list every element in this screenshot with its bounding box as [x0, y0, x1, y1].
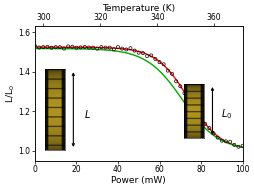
Point [99, 46, 103, 49]
Point [149, 54, 153, 57]
Point [41, 46, 45, 49]
Point [74, 46, 78, 49]
Point [62, 47, 66, 50]
Point [120, 47, 124, 50]
Point [178, 85, 182, 88]
Point [145, 55, 149, 58]
Point [91, 46, 95, 49]
Point [170, 72, 174, 75]
Point [54, 46, 58, 49]
Point [108, 46, 112, 49]
Point [66, 45, 70, 48]
Point [133, 49, 137, 52]
Point [112, 48, 116, 51]
Point [182, 92, 186, 95]
Point [137, 51, 141, 54]
Point [83, 45, 87, 48]
Point [207, 127, 211, 130]
Point [186, 96, 190, 99]
Point [141, 52, 145, 55]
Point [153, 57, 157, 60]
Point [236, 145, 241, 148]
Point [216, 136, 220, 139]
Point [212, 132, 216, 135]
Point [195, 111, 199, 114]
Point [174, 80, 178, 83]
Point [228, 140, 232, 143]
X-axis label: Temperature (K): Temperature (K) [102, 4, 175, 13]
Point [58, 46, 62, 49]
Point [50, 46, 54, 49]
Point [87, 46, 91, 49]
Point [232, 143, 236, 146]
Point [116, 46, 120, 49]
Text: $L$: $L$ [84, 108, 91, 120]
Point [199, 116, 203, 119]
Point [203, 122, 207, 125]
Point [191, 103, 195, 106]
Point [129, 47, 133, 50]
Point [95, 47, 99, 50]
Y-axis label: L/L$_0$: L/L$_0$ [4, 84, 17, 103]
Point [45, 45, 50, 48]
Point [224, 140, 228, 143]
Text: $L_0$: $L_0$ [221, 107, 232, 121]
Point [241, 144, 245, 147]
Point [70, 45, 74, 48]
Point [166, 69, 170, 72]
Point [78, 46, 83, 49]
Point [124, 48, 128, 51]
X-axis label: Power (mW): Power (mW) [111, 176, 166, 185]
Point [220, 139, 224, 142]
Point [37, 46, 41, 49]
Point [162, 63, 166, 66]
Point [157, 61, 162, 64]
Point [33, 44, 37, 47]
Point [103, 46, 107, 49]
